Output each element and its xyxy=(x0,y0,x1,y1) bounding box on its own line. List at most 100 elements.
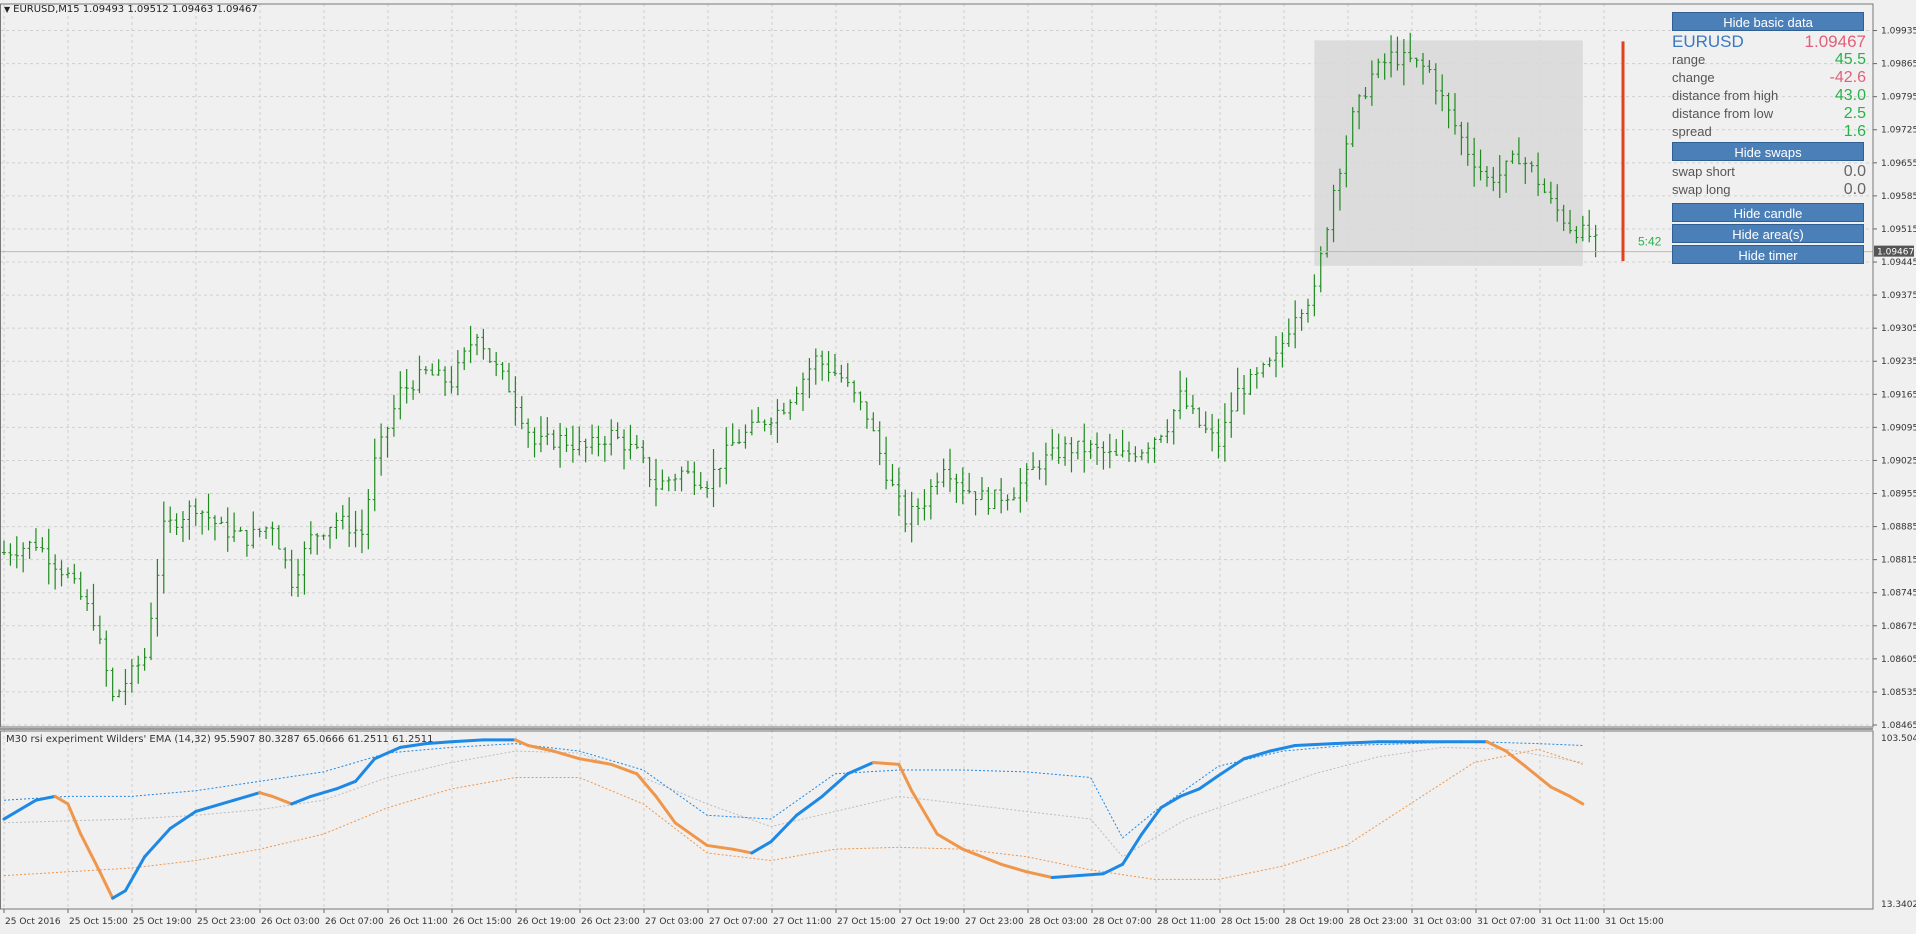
rsi-segment xyxy=(53,794,70,806)
rsi-segment xyxy=(1121,832,1144,866)
rsi-segment xyxy=(1178,787,1201,798)
price-tick-label: 1.09165 xyxy=(1881,390,1916,400)
hide-swaps-button[interactable]: Hide swaps xyxy=(1672,142,1864,161)
rsi-segment xyxy=(731,847,754,855)
rsi-segment xyxy=(673,821,709,847)
rsi-segment xyxy=(1504,749,1527,768)
time-tick-label: 25 Oct 19:00 xyxy=(133,917,192,927)
stat-label: range xyxy=(1672,52,1706,67)
main-pane-border xyxy=(0,3,1874,728)
rsi-segment xyxy=(270,794,294,806)
time-tick-label: 26 Oct 19:00 xyxy=(517,917,576,927)
stat-value: 43.0 xyxy=(1834,87,1866,104)
time-tick-label: 27 Oct 11:00 xyxy=(773,917,832,927)
swap-row: swap short 0.0 xyxy=(1672,163,1866,181)
price-tick-label: 1.09445 xyxy=(1881,258,1916,268)
rsi-segment xyxy=(1140,806,1163,836)
rsi-upper-band xyxy=(3,746,1583,858)
rsi-signal-line xyxy=(3,741,1583,839)
symbol-name: EURUSD xyxy=(1672,32,1744,51)
rsi-segment xyxy=(820,772,850,798)
stat-value: 1.6 xyxy=(1843,123,1866,140)
price-tick-label: 1.09725 xyxy=(1881,126,1916,136)
swap-value: 0.0 xyxy=(1843,163,1866,180)
price-tick-label: 1.09515 xyxy=(1881,225,1916,235)
rsi-segment xyxy=(1216,757,1246,778)
rsi-segment xyxy=(871,760,901,766)
price-tick-label: 1.08535 xyxy=(1881,688,1916,698)
rsi-segment xyxy=(1076,872,1105,878)
price-axis: 1.09935 1.09865 1.09795 1.09725 1.09655 1.095… xyxy=(1873,27,1916,910)
rsi-segment xyxy=(1101,862,1125,876)
price-tick-label: 1.09585 xyxy=(1881,192,1916,202)
hide-candle-button[interactable]: Hide candle xyxy=(1672,203,1864,222)
hide-timer-button[interactable]: Hide timer xyxy=(1672,245,1864,264)
rsi-segment xyxy=(935,832,965,851)
stat-label: distance from low xyxy=(1672,106,1774,121)
rsi-segment xyxy=(513,738,530,747)
rsi-segment xyxy=(1568,794,1585,806)
collapse-triangle-icon[interactable]: ▼ xyxy=(4,5,11,14)
time-tick-label: 27 Oct 03:00 xyxy=(645,917,704,927)
chart-symbol-header: ▼ EURUSD,M15 1.09493 1.09512 1.09463 1.09… xyxy=(4,4,258,15)
rsi-segment xyxy=(526,743,556,753)
rsi-segment xyxy=(373,745,402,761)
price-tick-label: 1.08955 xyxy=(1881,490,1916,500)
time-tick-label: 26 Oct 07:00 xyxy=(325,917,384,927)
hide-areas-button[interactable]: Hide area(s) xyxy=(1672,224,1864,243)
price-tick-label: 1.09795 xyxy=(1881,93,1916,103)
rsi-segment xyxy=(34,794,57,802)
rsi-segment xyxy=(1485,740,1508,753)
rsi-segment xyxy=(79,832,102,874)
price-tick-label: 1.09375 xyxy=(1881,291,1916,301)
time-tick-label: 28 Oct 19:00 xyxy=(1285,917,1344,927)
rsi-segment xyxy=(258,791,274,798)
price-tick-label: 1.09025 xyxy=(1881,456,1916,466)
stat-value: -42.6 xyxy=(1829,69,1866,86)
chart-frame xyxy=(0,3,1874,910)
rsi-segment xyxy=(449,738,485,744)
price-tick-label: 1.09655 xyxy=(1881,159,1916,169)
current-price-text: 1.09467 xyxy=(1877,248,1914,258)
rsi-segment xyxy=(2,798,38,821)
price-tick-label: 1.09935 xyxy=(1881,27,1916,37)
rsi-segment xyxy=(609,762,639,776)
swap-label: swap short xyxy=(1672,164,1735,179)
rsi-segment xyxy=(334,779,358,791)
hide-basic-data-button[interactable]: Hide basic data xyxy=(1672,12,1864,31)
time-axis: 25 Oct 2016 25 Oct 15:00 25 Oct 19:00 25 Oc… xyxy=(3,909,1664,927)
price-tick-label: 1.09305 xyxy=(1881,324,1916,334)
stat-label: change xyxy=(1672,70,1715,85)
rsi-segment xyxy=(1242,749,1272,761)
rsi-segment xyxy=(168,809,198,830)
time-tick-label: 28 Oct 07:00 xyxy=(1093,917,1152,927)
candle-timer: 5:42 xyxy=(1638,235,1662,249)
rsi-segment xyxy=(111,889,127,900)
rsi-segment xyxy=(1025,870,1054,879)
time-tick-label: 26 Oct 11:00 xyxy=(389,917,448,927)
range-area-rect xyxy=(1314,40,1583,266)
stat-row: range 45.5 xyxy=(1672,51,1866,69)
osc-axis-top: 103.5046 xyxy=(1881,734,1916,744)
price-tick-label: 1.08885 xyxy=(1881,523,1916,533)
stat-value: 2.5 xyxy=(1843,105,1866,122)
info-panel: Hide basic data EURUSD 1.09467 range 45.5… xyxy=(1672,12,1866,266)
price-range-area xyxy=(1314,40,1583,266)
rsi-segment xyxy=(897,762,914,793)
rsi-segment xyxy=(354,757,377,783)
time-tick-label: 31 Oct 03:00 xyxy=(1413,917,1472,927)
rsi-segment xyxy=(290,794,313,806)
rsi-segment xyxy=(705,843,735,851)
symbol-row: EURUSD 1.09467 xyxy=(1672,33,1866,51)
time-tick-label: 25 Oct 15:00 xyxy=(69,917,128,927)
rsi-segment xyxy=(66,802,83,836)
price-tick-label: 1.08605 xyxy=(1881,655,1916,665)
rsi-segment xyxy=(961,847,1003,866)
rsi-segment xyxy=(1159,794,1182,810)
time-tick-label: 25 Oct 2016 xyxy=(5,917,61,927)
rsi-segment xyxy=(143,826,172,859)
time-tick-label: 31 Oct 11:00 xyxy=(1541,917,1600,927)
rsi-segment xyxy=(552,749,581,761)
rsi-segment xyxy=(1197,774,1220,791)
